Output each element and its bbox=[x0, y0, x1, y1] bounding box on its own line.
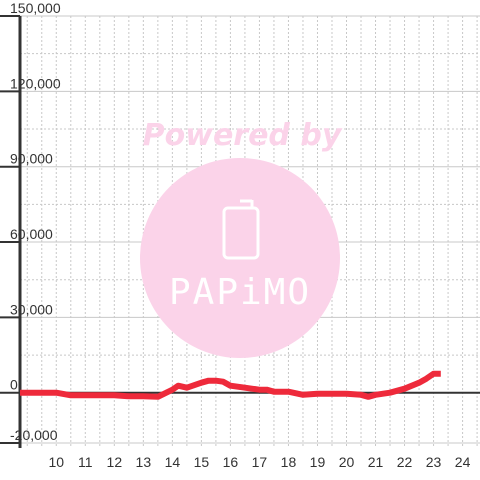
y-tick-label: 60,000 bbox=[10, 226, 53, 242]
y-tick-label: 30,000 bbox=[10, 301, 53, 317]
x-tick-label: 15 bbox=[194, 454, 210, 470]
x-tick-label: 16 bbox=[223, 454, 239, 470]
y-tick-label: 150,000 bbox=[10, 0, 61, 16]
tick-labels: -20,000 0 30,000 60,000 90,000 120,000 150,000… bbox=[10, 0, 471, 470]
x-tick-label: 23 bbox=[426, 454, 442, 470]
x-tick-label: 11 bbox=[78, 454, 93, 470]
watermark: Powered by PAPiMO bbox=[140, 118, 343, 358]
y-tick-label: -20,000 bbox=[10, 427, 58, 443]
y-tick-label: 0 bbox=[10, 377, 18, 393]
series-line bbox=[20, 370, 441, 400]
x-tick-label: 14 bbox=[165, 454, 181, 470]
y-tick-label: 90,000 bbox=[10, 151, 53, 167]
grid bbox=[20, 15, 480, 448]
x-tick-label: 18 bbox=[281, 454, 297, 470]
x-tick-label: 19 bbox=[310, 454, 326, 470]
x-tick-label: 10 bbox=[48, 454, 64, 470]
x-tick-label: 12 bbox=[107, 454, 123, 470]
phone-icon bbox=[222, 199, 260, 260]
x-tick-label: 22 bbox=[397, 454, 413, 470]
series bbox=[20, 370, 441, 400]
y-tick-label: 120,000 bbox=[10, 75, 61, 91]
x-tick-label: 17 bbox=[252, 454, 268, 470]
x-tick-label: 20 bbox=[339, 454, 355, 470]
watermark-logo-text: PAPiMO bbox=[169, 272, 311, 313]
x-tick-label: 24 bbox=[455, 454, 471, 470]
watermark-text: Powered by bbox=[143, 118, 343, 153]
x-tick-label: 21 bbox=[368, 454, 384, 470]
x-tick-label: 13 bbox=[136, 454, 152, 470]
